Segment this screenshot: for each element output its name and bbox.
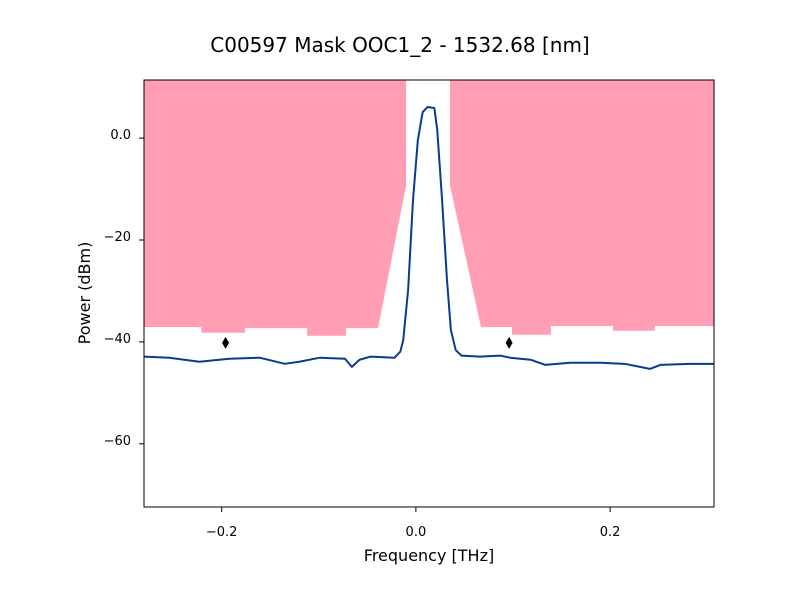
x-tick-label-2: 0.2 (600, 525, 621, 540)
y-axis-label: Power (dBm) (75, 242, 94, 345)
plot-area: −0.2 0.0 0.2 0.0 −20 −40 −60 (104, 79, 715, 540)
mask-region-1 (449, 80, 714, 335)
y-tick-label-3: −60 (104, 434, 131, 449)
series-line-0 (144, 106, 714, 370)
chart-title: C00597 Mask OOC1_2 - 1532.68 [nm] (210, 33, 589, 57)
y-tick-label-2: −40 (104, 332, 131, 347)
diamond-marker-0 (222, 336, 230, 349)
x-tick-label-0: −0.2 (206, 525, 238, 540)
x-tick-label-1: 0.0 (406, 525, 427, 540)
plot-frame (143, 79, 715, 508)
y-tick-label-1: −20 (104, 230, 131, 245)
mask-region-0 (144, 80, 407, 336)
x-axis-label: Frequency [THz] (364, 546, 494, 565)
diamond-marker-1 (505, 336, 513, 349)
y-tick-label-0: 0.0 (110, 128, 131, 143)
